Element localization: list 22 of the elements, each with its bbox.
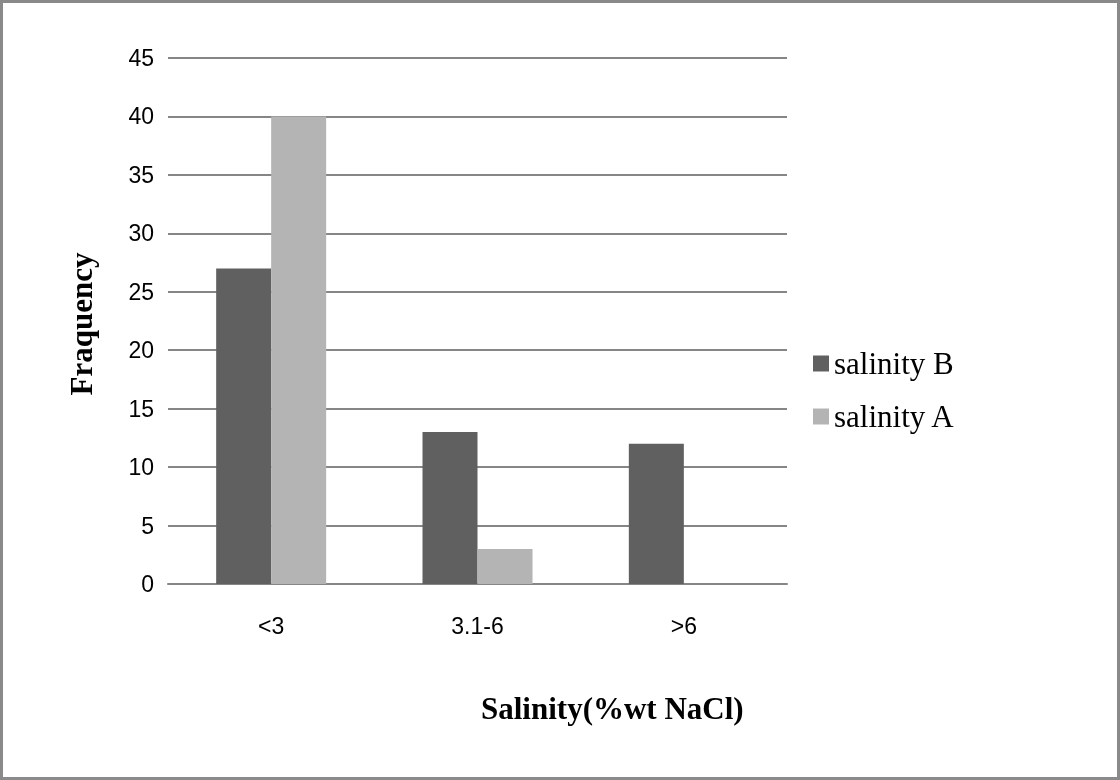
y-tick-label: 30: [128, 220, 154, 247]
bar: [422, 432, 478, 584]
y-axis-title: Fraquency: [63, 252, 99, 396]
x-tick-label: >6: [670, 612, 697, 639]
y-tick-label: 10: [128, 454, 154, 481]
x-tick-label: 3.1-6: [451, 612, 504, 639]
y-tick-label: 35: [128, 161, 154, 188]
bar: [628, 443, 684, 584]
bar: [477, 548, 533, 584]
x-axis-title: Salinity(%wt NaCl): [481, 691, 744, 726]
legend-label: salinity A: [834, 399, 955, 434]
bar: [216, 268, 272, 584]
y-tick-label: 5: [141, 512, 154, 539]
y-tick-label: 0: [141, 571, 154, 597]
y-tick-label: 40: [128, 103, 154, 130]
y-tick-label: 15: [128, 395, 154, 422]
y-tick-label: 45: [128, 45, 154, 71]
y-tick-label: 25: [128, 278, 154, 305]
legend-label: salinity B: [834, 346, 954, 381]
bar: [271, 116, 327, 584]
y-tick-label: 20: [128, 337, 154, 364]
x-tick-label: <3: [258, 612, 285, 639]
